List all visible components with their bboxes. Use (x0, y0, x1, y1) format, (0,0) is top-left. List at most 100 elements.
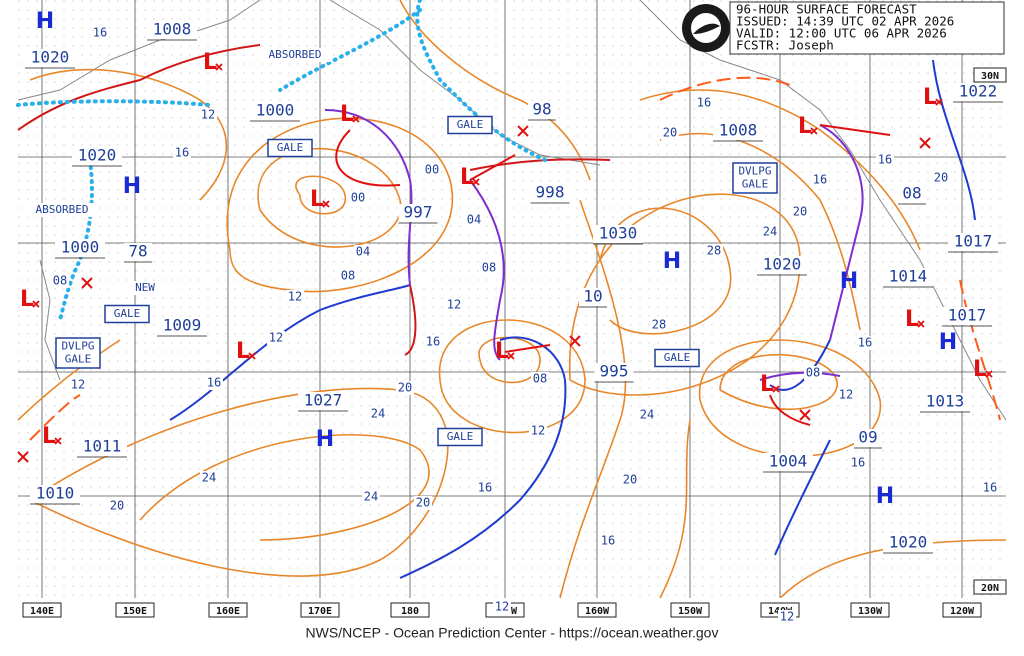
isobar-label: 12 (201, 108, 215, 122)
isobar-label-bg (695, 96, 713, 110)
gale-line: GALE (277, 141, 304, 154)
isobar-label-bg (199, 108, 217, 122)
pressure-label: 1000 (256, 101, 295, 120)
low-center: L (460, 165, 474, 190)
latitude-box (973, 579, 1007, 595)
header-line: 96-HOUR SURFACE FORECAST (736, 2, 917, 17)
pressure-label: 1011 (83, 437, 122, 456)
longitude-box (850, 602, 890, 618)
label-bg (109, 281, 181, 295)
isobar-label: 04 (467, 213, 481, 227)
isobar-label-bg (876, 153, 894, 167)
pressure-label: 78 (128, 242, 147, 261)
pressure-bg (763, 453, 813, 471)
header-line: FCSTR: Joseph (736, 38, 834, 53)
isobar-label: 12 (839, 388, 853, 402)
header-line: VALID: 12:00 UTC 06 APR 2026 (736, 26, 947, 41)
low-center: L (310, 187, 324, 212)
isobar-label: 28 (707, 244, 721, 258)
isobar-label-bg (531, 372, 549, 386)
isobar-label: 16 (851, 456, 865, 470)
pressure-bg (898, 185, 926, 203)
pressure-bg (30, 485, 80, 503)
gale-line: GALE (457, 118, 484, 131)
pressure-bg (713, 122, 763, 140)
isobar-label-bg (354, 245, 372, 259)
isobar-label: 20 (623, 473, 637, 487)
isobar-label: 16 (983, 481, 997, 495)
isobar-label-bg (69, 378, 87, 392)
isobar-label-bg (414, 496, 432, 510)
longitude-box (115, 602, 155, 618)
pressure-bg (157, 317, 207, 335)
low-center: L (236, 339, 250, 364)
isobar-label: 00 (425, 163, 439, 177)
pressure-label: 1020 (889, 533, 928, 552)
isobar-label-bg (778, 610, 796, 624)
latitude-label: 30N (981, 71, 999, 82)
isobar-label: 08 (533, 372, 547, 386)
isobar-label: 16 (426, 335, 440, 349)
gale-label: DVLPG GALE (738, 165, 771, 191)
pressure-bg (250, 102, 300, 120)
fronts (17, 44, 1001, 579)
pressure-bg (579, 288, 607, 306)
pressure-bg (298, 392, 348, 410)
pressure-bg (593, 225, 643, 243)
isobar-label: 24 (364, 490, 378, 504)
longitude-box (300, 602, 340, 618)
isobar-label: 08 (806, 366, 820, 380)
low-cross (507, 352, 515, 360)
pressure-label: 1004 (769, 452, 808, 471)
low-center: L (798, 114, 812, 139)
pressure-label: 1008 (719, 121, 758, 140)
low-center: L (973, 357, 987, 382)
high-center: H (663, 249, 681, 274)
longitude-label: 120W (950, 606, 975, 617)
gale-label: GALE (277, 141, 304, 154)
isobar-label-bg (51, 274, 69, 288)
high-center: H (840, 269, 858, 294)
gale-line: DVLPG (738, 165, 771, 178)
pressure-bg (528, 101, 556, 119)
isobars (17, 0, 1007, 599)
gale-label: GALE (114, 307, 141, 320)
isobar-label: 16 (878, 153, 892, 167)
pressure-label: 98 (532, 100, 551, 119)
high-center: H (939, 330, 957, 355)
pressure-bg (883, 534, 933, 552)
low-center: L (495, 339, 509, 364)
pressure-label: 1014 (889, 267, 928, 286)
low-cross (472, 178, 480, 186)
pressure-label: 1013 (926, 392, 965, 411)
isobar-label: 04 (356, 245, 370, 259)
low-cross (985, 370, 993, 378)
label-bg (26, 203, 98, 217)
isobar-label-bg (761, 225, 779, 239)
gale-box (104, 304, 150, 324)
pressure-bg (854, 429, 882, 447)
low-center: L (203, 50, 217, 75)
pressure-bg (55, 239, 105, 257)
storm-tracks (335, 124, 891, 426)
isobar-label: 16 (858, 336, 872, 350)
gale-line: GALE (447, 430, 474, 443)
gale-label: DVLPG GALE (61, 340, 94, 366)
isobar-label-bg (480, 261, 498, 275)
pressure-label: 1030 (599, 224, 638, 243)
gale-label: GALE (664, 351, 691, 364)
pressure-label: 1022 (959, 82, 998, 101)
isobar-label-bg (705, 244, 723, 258)
low-center: L (905, 307, 919, 332)
pressure-bg (948, 233, 998, 251)
isobar-label: 16 (813, 173, 827, 187)
isobar-label: 24 (763, 225, 777, 239)
isobar-label-bg (267, 331, 285, 345)
isobar-label-bg (837, 388, 855, 402)
isobar-label: 12 (447, 298, 461, 312)
longitude-label: 130W (858, 606, 883, 617)
pressure-label: 995 (600, 362, 629, 381)
pressure-label: 1008 (153, 20, 192, 39)
low-cross (917, 320, 925, 328)
